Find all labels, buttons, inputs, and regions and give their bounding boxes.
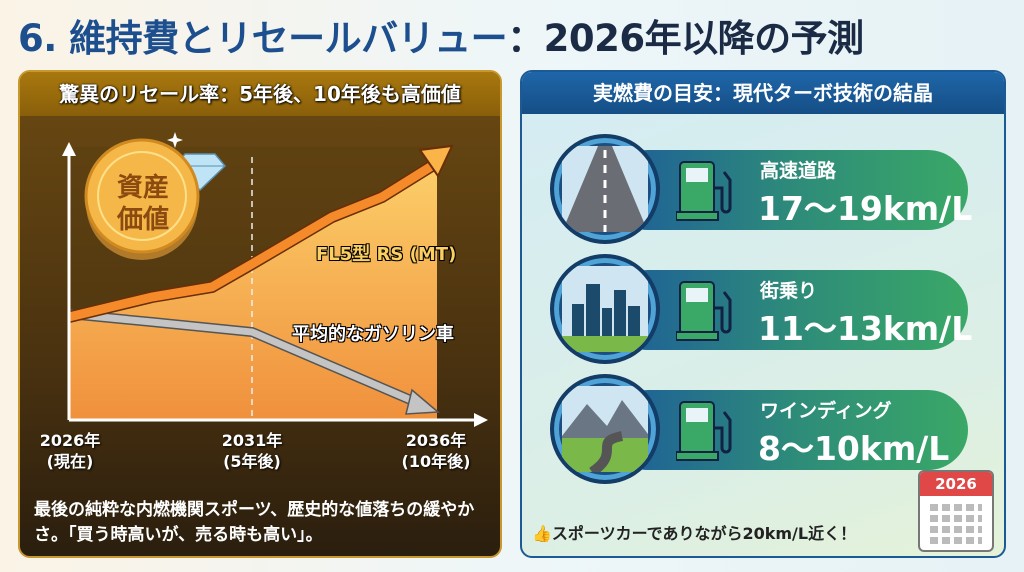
fuel-row-name: 街乗り [760,280,818,302]
fuel-panel: 実燃費の目安：現代ターボ技術の結晶 高速道路 17〜19km/L 街乗り 11〜… [520,70,1006,558]
fuel-header: 実燃費の目安：現代ターボ技術の結晶 [522,72,1004,114]
asset-coin [84,138,200,260]
fuel-pump-icon [676,161,732,221]
x-tick-2026: 2026年 (現在) [39,431,101,471]
x-tick-2031: 2031年 (5年後) [221,431,283,471]
fuel-footer: 👍スポーツカーでありながら20km/L近く！ [532,524,857,543]
calendar-icon: 2026 [918,470,994,552]
thumbs-up-icon: 👍 [532,524,552,543]
resale-chart [62,132,488,427]
resale-panel: 驚異のリセール率：5年後、10年後も高価値 資産価値 FL5型 RS (MT) … [18,70,502,558]
title-sub: ：2026年以降の予測 [507,17,864,60]
mountain-road-icon [550,374,660,484]
asset-badge-text: 資産価値 [116,173,169,235]
fuel-pump-icon [676,401,732,461]
rising-area [69,157,437,420]
page-title: 6. 維持費とリセールバリュー：2026年以降の予測 [18,8,864,62]
fuel-row-value: 17〜19km/L [758,189,973,228]
x-tick-2036: 2036年 (10年後) [401,431,471,471]
series-label-rising: FL5型 RS (MT) [316,244,457,265]
fuel-row-winding: ワインディング 8〜10km/L [548,374,988,484]
fuel-row-city: 街乗り 11〜13km/L [548,254,988,364]
city-icon [550,254,660,364]
calendar-year: 2026 [920,472,992,496]
fuel-row-name: ワインディング [760,400,892,422]
resale-description: 最後の純粋な内燃機関スポーツ、歴史的な値落ちの緩やかさ。「買う時高いが、売る時も… [34,500,475,545]
resale-header: 驚異のリセール率：5年後、10年後も高価値 [20,72,500,116]
fuel-row-value: 11〜13km/L [758,309,973,348]
fuel-row-value: 8〜10km/L [758,429,950,468]
falling-arrowhead [405,388,440,415]
title-main: 6. 維持費とリセールバリュー [18,17,508,60]
series-label-falling: 平均的なガソリン車 [292,324,454,345]
rising-arrowhead [418,144,454,179]
fuel-row-highway: 高速道路 17〜19km/L [548,134,988,244]
fuel-row-name: 高速道路 [760,160,837,182]
fuel-pump-icon [676,281,732,341]
highway-icon [550,134,660,244]
